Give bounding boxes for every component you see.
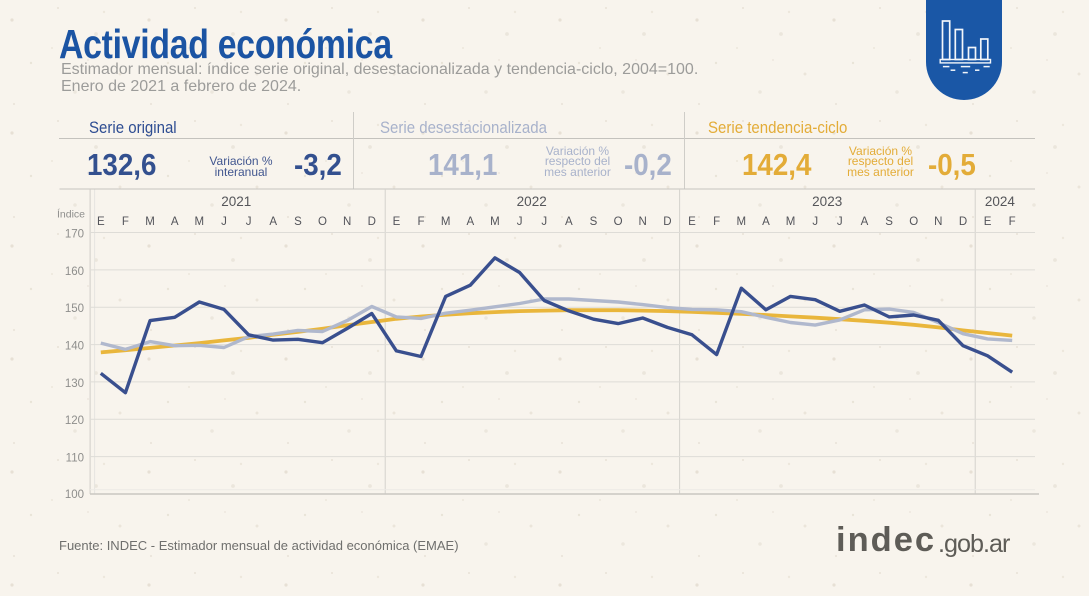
svg-text:J: J: [517, 216, 523, 228]
svg-text:O: O: [318, 216, 327, 228]
svg-text:E: E: [393, 216, 401, 228]
svg-text:110: 110: [66, 453, 84, 465]
svg-text:130: 130: [65, 378, 84, 390]
svg-text:100: 100: [65, 489, 84, 501]
svg-text:J: J: [812, 216, 818, 228]
svg-text:N: N: [934, 216, 942, 228]
svg-text:N: N: [639, 216, 647, 228]
svg-text:150: 150: [65, 303, 84, 315]
svg-text:D: D: [959, 216, 967, 228]
svg-text:F: F: [713, 216, 720, 228]
svg-text:M: M: [145, 216, 155, 228]
svg-text:D: D: [368, 216, 376, 228]
svg-text:M: M: [490, 216, 500, 228]
svg-text:F: F: [1009, 216, 1016, 228]
svg-text:M: M: [195, 216, 205, 228]
svg-text:170: 170: [65, 229, 84, 241]
svg-text:J: J: [221, 216, 227, 228]
svg-text:Índice: Índice: [57, 208, 85, 221]
svg-text:A: A: [565, 216, 573, 228]
svg-text:120: 120: [65, 415, 84, 427]
svg-text:O: O: [909, 216, 918, 228]
svg-text:O: O: [614, 216, 623, 228]
svg-text:140: 140: [65, 341, 84, 353]
svg-text:D: D: [663, 216, 671, 228]
svg-text:160: 160: [65, 266, 84, 278]
svg-text:F: F: [122, 216, 129, 228]
svg-text:2024: 2024: [985, 194, 1016, 209]
svg-text:S: S: [885, 216, 893, 228]
svg-text:E: E: [97, 216, 105, 228]
svg-text:J: J: [246, 216, 252, 228]
svg-text:J: J: [837, 216, 843, 228]
svg-text:A: A: [466, 216, 474, 228]
svg-text:2022: 2022: [517, 194, 547, 209]
svg-text:E: E: [984, 216, 992, 228]
svg-text:2023: 2023: [812, 194, 842, 209]
svg-text:M: M: [737, 216, 747, 228]
svg-text:S: S: [294, 216, 302, 228]
svg-text:E: E: [688, 216, 696, 228]
svg-text:M: M: [441, 216, 451, 228]
svg-text:N: N: [343, 216, 351, 228]
svg-text:A: A: [171, 216, 179, 228]
svg-text:A: A: [861, 216, 869, 228]
svg-text:A: A: [762, 216, 770, 228]
svg-text:S: S: [590, 216, 598, 228]
svg-text:J: J: [541, 216, 547, 228]
svg-text:2021: 2021: [221, 194, 251, 209]
svg-text:M: M: [786, 216, 796, 228]
svg-text:F: F: [417, 216, 424, 228]
svg-text:A: A: [269, 216, 277, 228]
